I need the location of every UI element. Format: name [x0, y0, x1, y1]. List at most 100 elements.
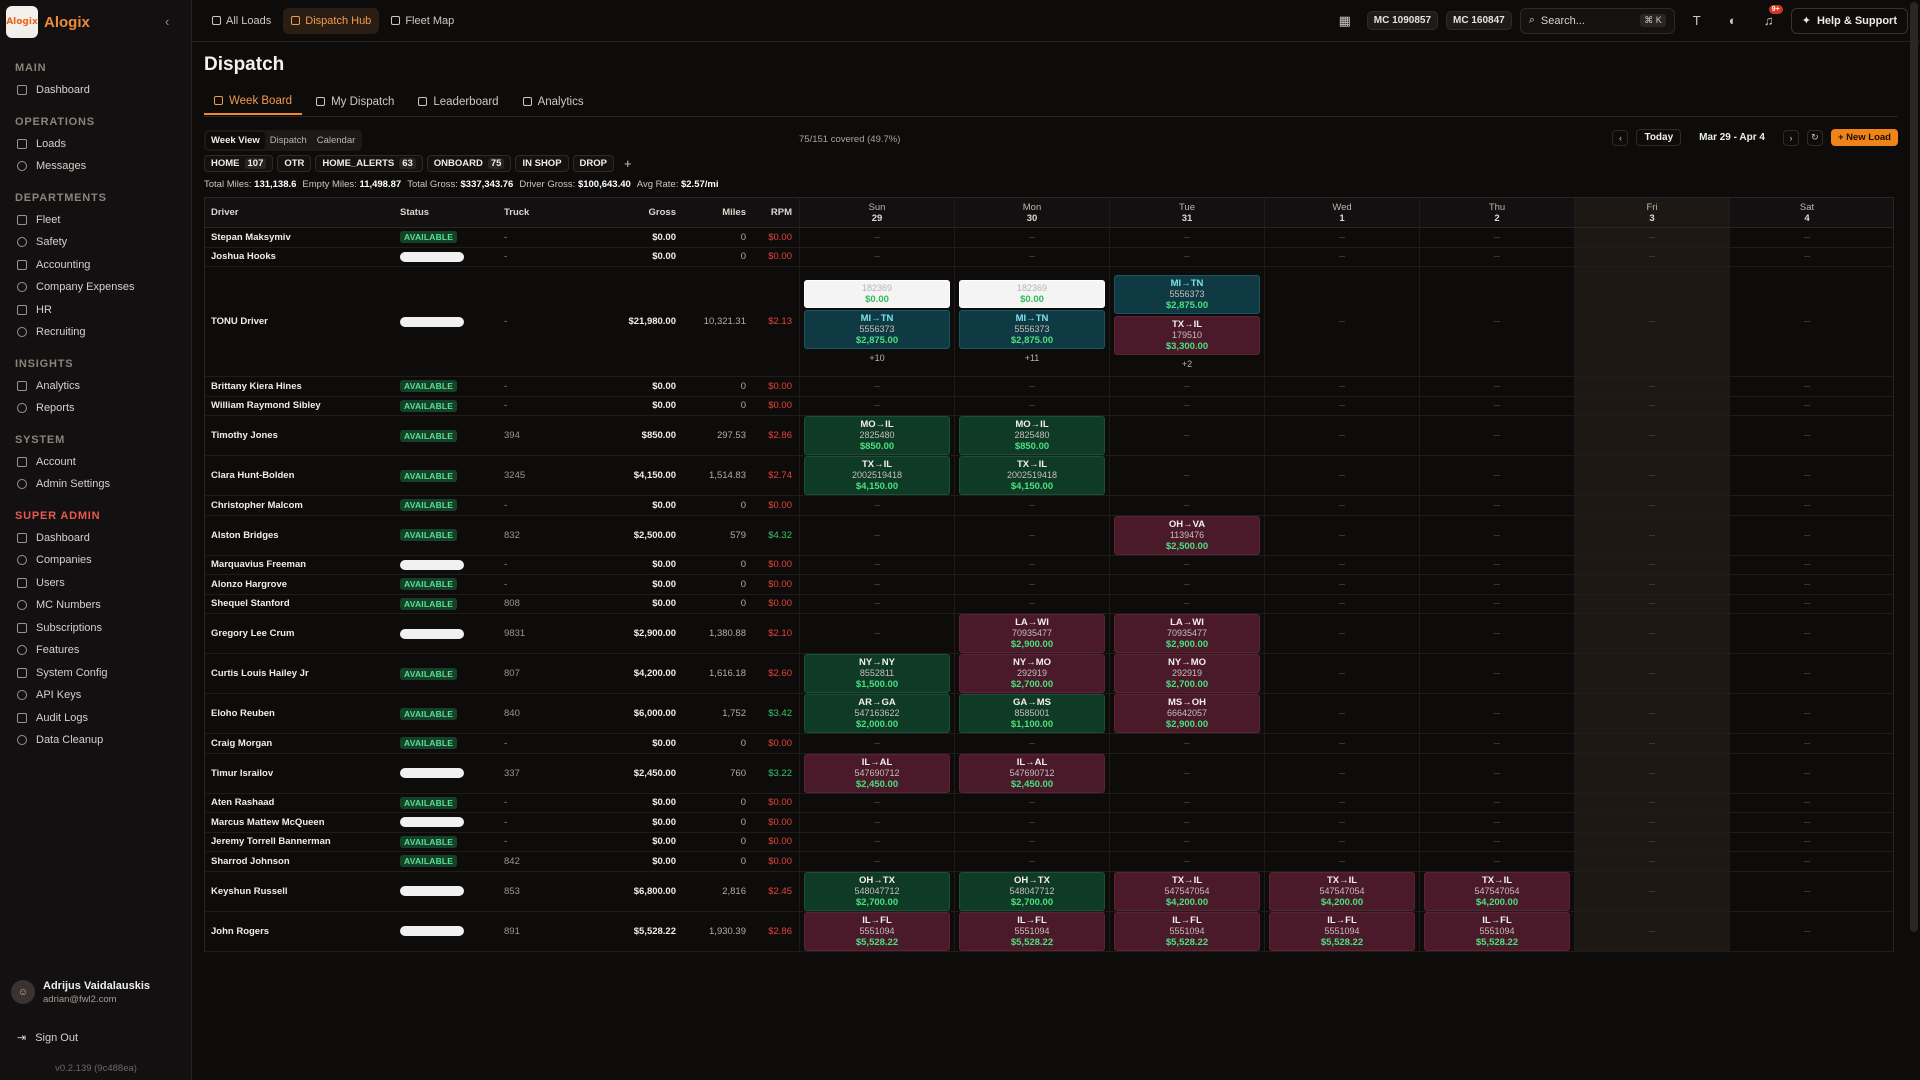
status-badge[interactable] [400, 926, 464, 936]
header-miles[interactable]: Miles [722, 207, 746, 218]
day-cell[interactable] [1264, 694, 1419, 733]
status-badge[interactable]: AVAILABLE [400, 578, 458, 591]
table-row[interactable]: TONU Driver - $21,980.00 10,321.31 $2.13 1823… [205, 267, 1893, 377]
day-cell[interactable] [1729, 911, 1884, 951]
day-cell[interactable] [1419, 377, 1574, 396]
day-cell[interactable] [1264, 575, 1419, 594]
day-cell[interactable]: LA→WI 70935477 $2,900.00 [954, 614, 1109, 653]
driver-name[interactable]: Marquavius Freeman [211, 559, 307, 571]
load-card[interactable]: NY→MO 292919 $2,700.00 [959, 654, 1105, 693]
table-row[interactable]: Curtis Louis Hailey Jr AVAILABLE 807 $4,200… [205, 654, 1893, 694]
driver-name[interactable]: Keyshun Russell [211, 885, 288, 897]
day-cell[interactable] [1264, 753, 1419, 793]
day-cell[interactable] [799, 228, 954, 247]
day-cell[interactable] [1574, 813, 1729, 832]
day-cell[interactable] [954, 852, 1109, 871]
table-row[interactable]: William Raymond Sibley AVAILABLE - $0.00 0 $0… [205, 396, 1893, 416]
filter-otr[interactable]: OTR [277, 155, 312, 172]
day-cell[interactable] [799, 832, 954, 851]
sidebar-item-messages[interactable]: Messages [0, 155, 191, 178]
table-row[interactable]: Marquavius Freeman - $0.00 0 $0.00 [205, 555, 1893, 575]
day-cell[interactable] [1419, 515, 1574, 555]
day-cell[interactable] [1109, 456, 1264, 495]
day-cell[interactable] [1419, 456, 1574, 495]
day-cell[interactable] [1264, 555, 1419, 574]
load-card[interactable]: MO→IL 2825480 $850.00 [959, 416, 1105, 455]
notification-bell-icon[interactable]: ♫ 9+ [1755, 4, 1783, 34]
day-cell[interactable]: IL→FL 5551094 $5,528.22 [1109, 911, 1264, 951]
sidebar-item-fleet[interactable]: Fleet [0, 209, 191, 232]
header-status[interactable]: Status [400, 207, 430, 218]
day-cell[interactable]: OH→VA 1139476 $2,500.00 [1109, 515, 1264, 555]
status-badge[interactable]: AVAILABLE [400, 796, 458, 809]
status-badge[interactable]: AVAILABLE [400, 380, 458, 393]
load-card[interactable]: MI→TN 5556373 $2,875.00 [959, 310, 1105, 349]
next-week-button[interactable]: › [1782, 129, 1799, 146]
table-row[interactable]: Marcus Mattew McQueen - $0.00 0 $0.00 [205, 813, 1893, 833]
day-cell[interactable]: TX→IL 2002519418 $4,150.00 [954, 456, 1109, 495]
day-cell[interactable]: NY→NY 8552811 $1,500.00 [799, 654, 954, 693]
day-cell[interactable] [1264, 456, 1419, 495]
day-cell[interactable] [1419, 832, 1574, 851]
day-cell[interactable] [799, 247, 954, 266]
sidebar-item-system-config[interactable]: System Config [0, 662, 191, 685]
status-badge[interactable] [400, 817, 464, 828]
header-rpm[interactable]: RPM [770, 207, 792, 218]
day-cell[interactable] [1109, 555, 1264, 574]
day-cell[interactable]: NY→MO 292919 $2,700.00 [954, 654, 1109, 693]
driver-name[interactable]: Alston Bridges [211, 529, 279, 541]
day-cell[interactable]: MI→TN 5556373 $2,875.00 TX→IL 179510 $3,300.0… [1109, 267, 1264, 376]
day-cell[interactable] [954, 575, 1109, 594]
day-cell[interactable] [1729, 753, 1884, 793]
day-cell[interactable] [954, 396, 1109, 415]
driver-name[interactable]: Aten Rashaad [211, 797, 275, 809]
building-icon[interactable]: ▦ [1338, 12, 1351, 28]
day-cell[interactable] [1574, 456, 1729, 495]
sidebar-item-account[interactable]: Account [0, 451, 191, 474]
day-cell[interactable] [1264, 515, 1419, 555]
prev-week-button[interactable]: ‹ [1612, 129, 1629, 146]
day-cell[interactable] [799, 575, 954, 594]
day-cell[interactable]: IL→FL 5551094 $5,528.22 [1264, 911, 1419, 951]
status-badge[interactable]: AVAILABLE [400, 597, 458, 610]
table-row[interactable]: Shequel Stanford AVAILABLE 808 $0.00 0 $0.00 [205, 594, 1893, 614]
day-cell[interactable] [954, 555, 1109, 574]
mc-badge[interactable]: MC 1090857 [1366, 11, 1439, 30]
day-cell[interactable] [954, 515, 1109, 555]
table-row[interactable]: Eloho Reuben AVAILABLE 840 $6,000.00 1,752 $3… [205, 694, 1893, 734]
status-badge[interactable] [400, 559, 464, 570]
day-cell[interactable] [1729, 734, 1884, 753]
day-cell[interactable] [1419, 614, 1574, 653]
day-cell[interactable] [1574, 654, 1729, 693]
status-badge[interactable]: AVAILABLE [400, 667, 458, 680]
day-cell[interactable] [1574, 228, 1729, 247]
day-cell[interactable] [1264, 614, 1419, 653]
day-cell[interactable] [1574, 871, 1729, 911]
load-card[interactable]: IL→FL 5551094 $5,528.22 [804, 911, 950, 951]
day-cell[interactable] [1419, 396, 1574, 415]
load-card[interactable]: IL→FL 5551094 $5,528.22 [1269, 911, 1415, 951]
day-cell[interactable]: OH→TX 548047712 $2,700.00 [954, 871, 1109, 911]
day-cell[interactable] [1419, 247, 1574, 266]
status-badge[interactable]: AVAILABLE [400, 737, 458, 750]
day-cell[interactable] [799, 813, 954, 832]
day-cell[interactable] [1729, 793, 1884, 812]
filter-in-shop[interactable]: IN SHOP [515, 155, 569, 172]
driver-name[interactable]: Sharrod Johnson [211, 855, 290, 867]
day-cell[interactable] [1729, 654, 1884, 693]
load-card[interactable]: NY→NY 8552811 $1,500.00 [804, 654, 950, 693]
day-cell[interactable] [1574, 753, 1729, 793]
more-loads-link[interactable]: +11 [1024, 353, 1040, 363]
day-cell[interactable] [1109, 575, 1264, 594]
day-cell[interactable] [954, 734, 1109, 753]
load-card[interactable]: IL→FL 5551094 $5,528.22 [959, 911, 1105, 951]
load-card[interactable]: TX→IL 2002519418 $4,150.00 [804, 456, 950, 495]
tab-my-dispatch[interactable]: My Dispatch [306, 88, 404, 115]
table-row[interactable]: Clara Hunt-Bolden AVAILABLE 3245 $4,150.00 1… [205, 456, 1893, 496]
day-cell[interactable]: IL→FL 5551094 $5,528.22 [799, 911, 954, 951]
view-calendar[interactable]: Calendar [316, 135, 356, 146]
day-cell[interactable] [1574, 852, 1729, 871]
sign-out-button[interactable]: ⇥ Sign Out [17, 1031, 78, 1045]
day-cell[interactable] [1264, 377, 1419, 396]
day-cell[interactable]: GA→MS 8585001 $1,100.00 [954, 694, 1109, 733]
